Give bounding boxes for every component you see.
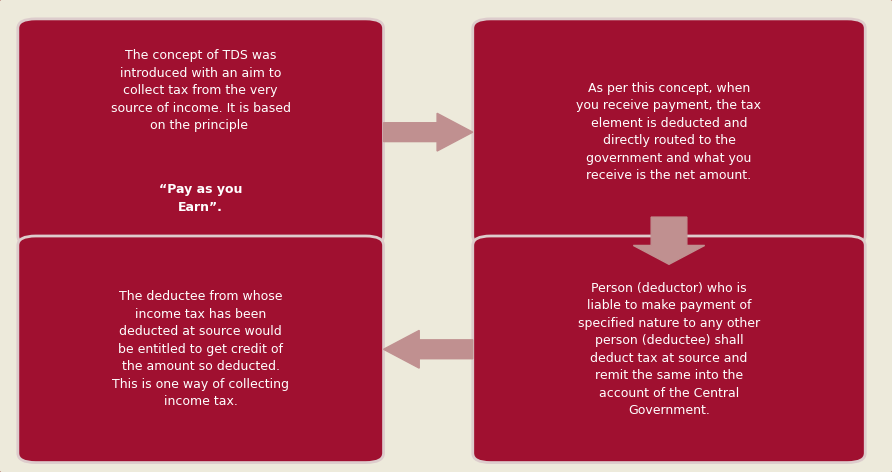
Text: The concept of TDS was
introduced with an aim to
collect tax from the very
sourc: The concept of TDS was introduced with a… [111, 49, 291, 132]
Polygon shape [384, 113, 473, 151]
FancyBboxPatch shape [18, 19, 384, 245]
FancyBboxPatch shape [473, 236, 865, 463]
FancyBboxPatch shape [18, 236, 384, 463]
Text: Person (deductor) who is
liable to make payment of
specified nature to any other: Person (deductor) who is liable to make … [578, 281, 760, 417]
Text: The deductee from whose
income tax has been
deducted at source would
be entitled: The deductee from whose income tax has b… [112, 290, 289, 408]
Polygon shape [633, 217, 705, 264]
Text: “Pay as you
Earn”.: “Pay as you Earn”. [159, 183, 243, 214]
Polygon shape [384, 330, 473, 368]
Text: As per this concept, when
you receive payment, the tax
element is deducted and
d: As per this concept, when you receive pa… [576, 82, 762, 182]
FancyBboxPatch shape [473, 19, 865, 245]
